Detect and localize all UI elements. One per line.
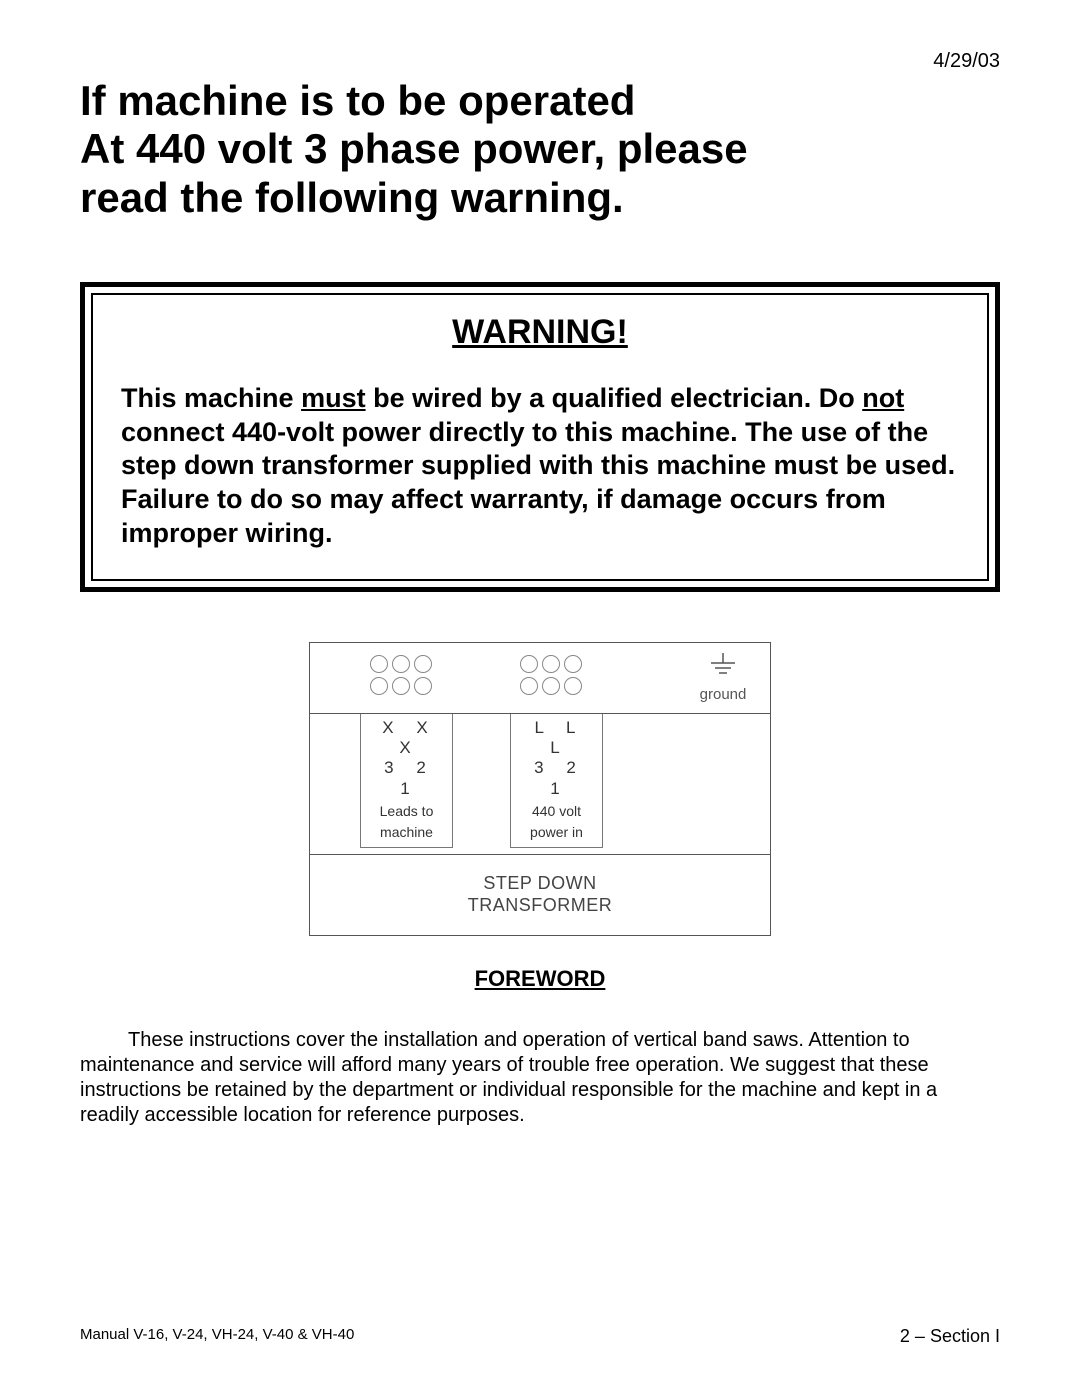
footer-left: Manual V-16, V-24, VH-24, V-40 & VH-40 xyxy=(80,1326,354,1347)
footer-right: 2 – Section I xyxy=(900,1326,1000,1347)
ground-label: ground xyxy=(688,686,758,703)
terminal-group-right xyxy=(520,655,582,695)
right-row2: 3 2 1 xyxy=(519,758,594,799)
transformer-diagram: ground X X X 3 2 1 Leads to machine L L … xyxy=(309,642,771,936)
ground-icon xyxy=(708,653,738,679)
right-row1: L L L xyxy=(519,718,594,759)
headline-line2: At 440 volt 3 phase power, please xyxy=(80,125,1000,173)
ground-symbol: ground xyxy=(688,653,758,703)
right-cap1: 440 volt xyxy=(519,803,594,820)
warning-title: WARNING! xyxy=(121,313,959,352)
label-block-left: X X X 3 2 1 Leads to machine xyxy=(360,714,453,848)
diagram-footer-row: STEP DOWN TRANSFORMER xyxy=(310,855,770,935)
diagram-labels-row: X X X 3 2 1 Leads to machine L L L 3 2 1… xyxy=(310,714,770,855)
diagram-container: ground X X X 3 2 1 Leads to machine L L … xyxy=(80,642,1000,936)
warning-body: This machine must be wired by a qualifie… xyxy=(121,382,959,551)
headline-line1: If machine is to be operated xyxy=(80,77,1000,125)
label-block-right: L L L 3 2 1 440 volt power in xyxy=(510,714,603,848)
step-down-label: STEP DOWN TRANSFORMER xyxy=(468,873,613,916)
left-cap1: Leads to xyxy=(369,803,444,820)
headline-line3: read the following warning. xyxy=(80,174,1000,222)
left-cap2: machine xyxy=(369,824,444,841)
warning-box: WARNING! This machine must be wired by a… xyxy=(80,282,1000,592)
left-row1: X X X xyxy=(369,718,444,759)
foreword-body: These instructions cover the installatio… xyxy=(80,1028,1000,1128)
page-date: 4/29/03 xyxy=(80,50,1000,73)
headline: If machine is to be operated At 440 volt… xyxy=(80,77,1000,222)
document-page: 4/29/03 If machine is to be operated At … xyxy=(0,0,1080,1397)
diagram-terminals-row: ground xyxy=(310,643,770,714)
foreword-title: FOREWORD xyxy=(80,966,1000,992)
right-cap2: power in xyxy=(519,824,594,841)
terminal-group-left xyxy=(370,655,432,695)
step-down-line1: STEP DOWN xyxy=(468,873,613,895)
warning-box-inner: WARNING! This machine must be wired by a… xyxy=(91,293,989,581)
left-row2: 3 2 1 xyxy=(369,758,444,799)
page-footer: Manual V-16, V-24, VH-24, V-40 & VH-40 2… xyxy=(80,1326,1000,1347)
step-down-line2: TRANSFORMER xyxy=(468,895,613,917)
